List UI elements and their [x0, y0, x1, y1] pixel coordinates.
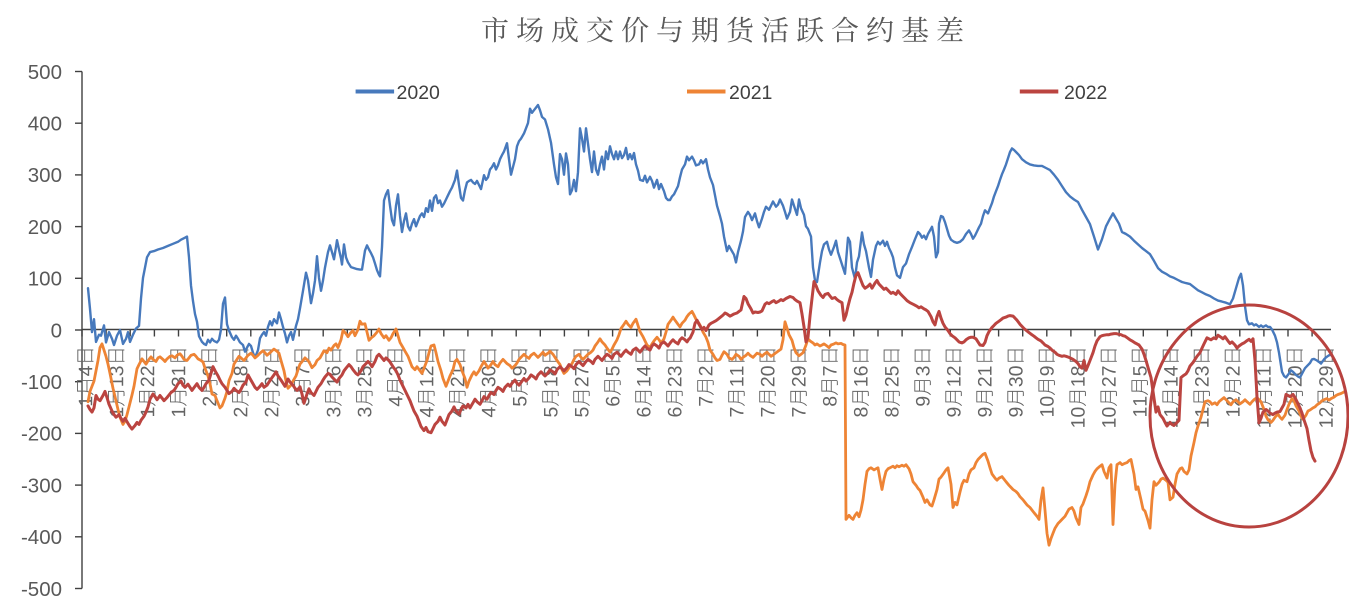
svg-text:100: 100 — [28, 268, 62, 291]
svg-text:2020: 2020 — [397, 82, 441, 104]
svg-text:-200: -200 — [21, 423, 62, 446]
svg-text:2022: 2022 — [1064, 82, 1107, 104]
svg-text:500: 500 — [28, 61, 62, 84]
svg-text:400: 400 — [28, 113, 62, 136]
svg-text:300: 300 — [28, 164, 62, 187]
svg-text:200: 200 — [28, 216, 62, 239]
svg-text:-400: -400 — [21, 526, 62, 549]
svg-text:-100: -100 — [21, 371, 62, 394]
svg-text:-500: -500 — [21, 578, 62, 599]
svg-text:2021: 2021 — [729, 82, 772, 104]
svg-text:-300: -300 — [21, 474, 62, 497]
svg-text:0: 0 — [51, 319, 62, 342]
